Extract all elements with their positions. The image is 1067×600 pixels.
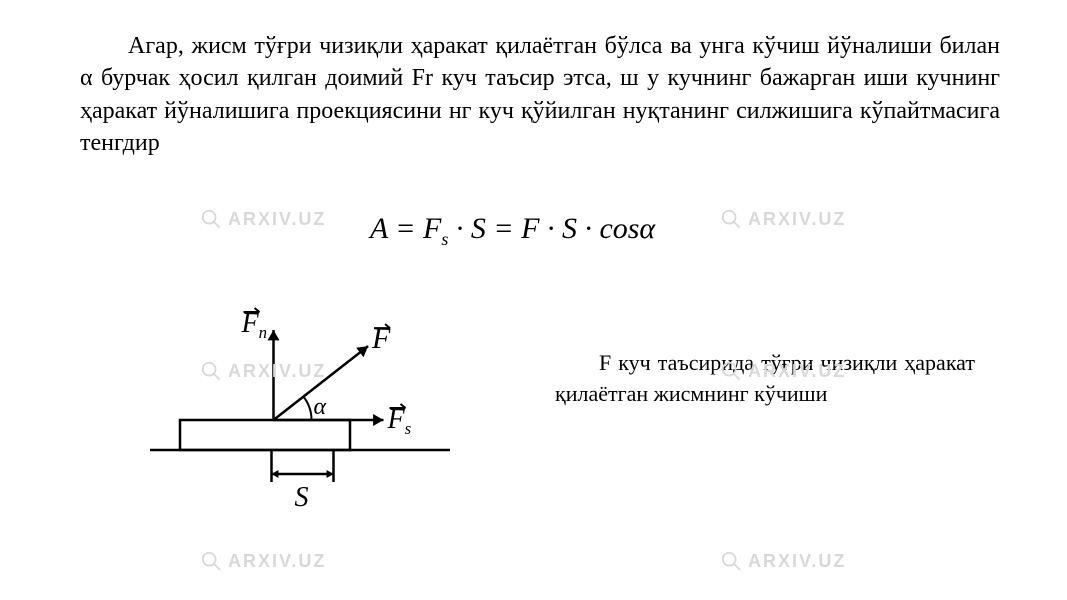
watermark: ARXIV.UZ [720, 208, 846, 230]
main-paragraph: Агар, жисм тўғри чизиқли ҳаракат қилаётг… [80, 30, 1000, 160]
svg-text:α: α [314, 394, 327, 420]
watermark: ARXIV.UZ [200, 550, 326, 572]
watermark: ARXIV.UZ [200, 208, 326, 230]
svg-text:S: S [295, 482, 309, 510]
force-diagram: Fn F Fs α S [150, 290, 450, 515]
watermark: ARXIV.UZ [720, 550, 846, 572]
caption-text: F куч таъсирида тўғри чизиқли ҳаракат қи… [555, 348, 975, 410]
diagram-caption: F куч таъсирида тўғри чизиқли ҳаракат қи… [555, 348, 975, 410]
formula-equation: A = Fs · S = F · S · cosα [370, 212, 655, 250]
svg-text:Fn: Fn [241, 308, 268, 342]
svg-text:Fs: Fs [387, 404, 412, 438]
svg-text:F: F [371, 322, 391, 355]
content-wrapper: Агар, жисм тўғри чизиқли ҳаракат қилаётг… [80, 30, 1000, 160]
